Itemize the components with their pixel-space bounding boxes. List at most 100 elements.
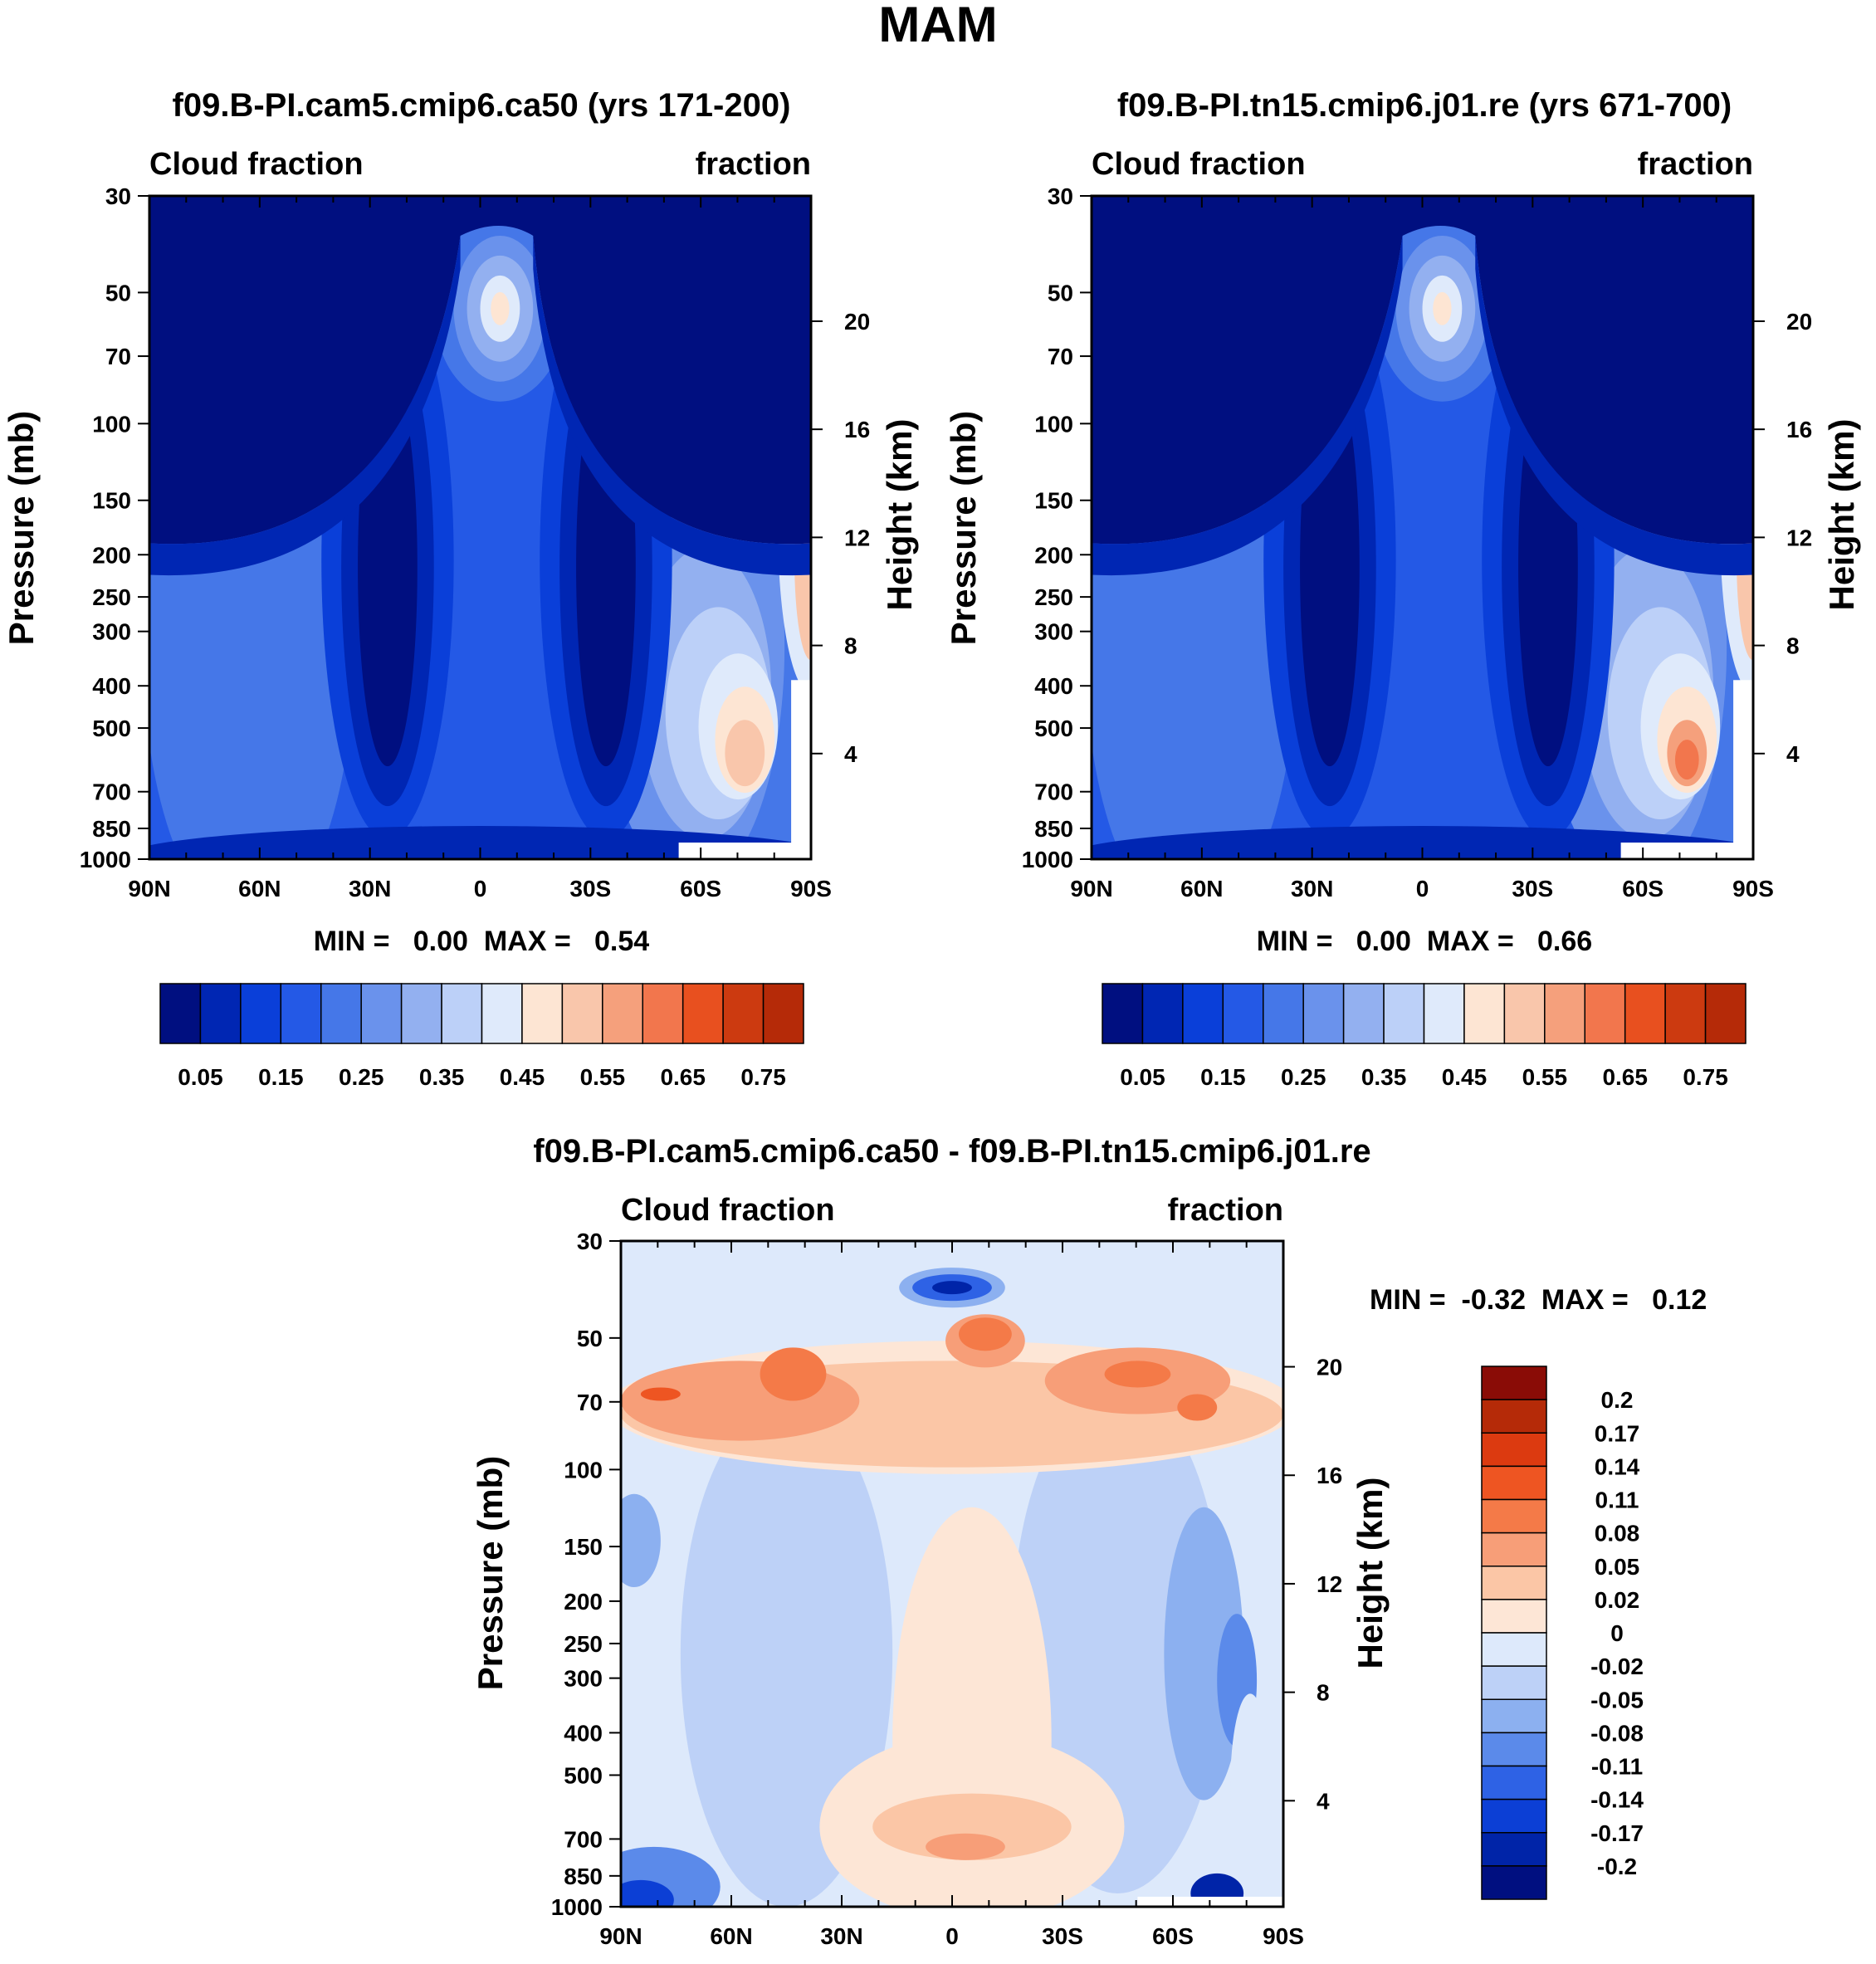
height-tick-label: 16 [1786,417,1812,442]
height-tick-label: 16 [1317,1463,1342,1488]
panel-b-ylabel-right: Height (km) [1822,419,1861,611]
contour-band [621,1493,661,1588]
colorbar-swatch [1481,1566,1547,1600]
height-tick-label: 16 [844,417,870,442]
contour-band [680,1400,893,1907]
colorbar-swatch [762,983,804,1044]
colorbar-swatch [1302,983,1345,1044]
colorbar-swatch [1222,983,1264,1044]
colorbar-label: 0 [1610,1620,1624,1646]
height-tick-label: 8 [844,633,857,659]
y-tick-label: 50 [1048,280,1073,305]
panel-c-right-label: fraction [1168,1193,1283,1228]
colorbar-label: 0.02 [1595,1587,1640,1613]
y-tick-label: 1000 [1022,847,1073,872]
x-tick-label: 0 [945,1923,959,1949]
figure-title: MAM [878,0,997,52]
colorbar-swatch [521,983,564,1044]
panel-b-axes: 90N 60N 30N 0 30S 60S 90S 30 50 70 100 150 200 250 300… [1022,183,1812,901]
colorbar-swatch [1481,1765,1547,1800]
y-tick-label: 850 [564,1864,603,1889]
panel-b-title: f09.B-PI.tn15.cmip6.j01.re (yrs 671-700) [1117,87,1732,124]
panel-c-axes: 90N 60N 30N 0 30S 60S 90S 30 50 70 100 150 200 250 300… [551,1229,1342,1949]
colorbar-swatch [682,983,724,1044]
contour-band [1092,826,1753,859]
x-tick-label: 30S [569,876,611,901]
colorbar-label: 0.55 [580,1064,626,1090]
y-tick-label: 300 [92,619,131,645]
colorbar-swatch [280,983,322,1044]
panel-a-contour-field [149,196,811,859]
colorbar-swatch [1481,1432,1547,1468]
panel-a-axes: 90N 60N 30N 0 30S 60S 90S 30 50 70 100 150 200 250 300… [80,183,870,901]
y-tick-label: 200 [564,1589,603,1615]
height-tick-label: 4 [1317,1788,1330,1814]
colorbar-swatch [1481,1366,1547,1400]
x-tick-label: 30S [1512,876,1553,901]
y-tick-label: 70 [105,344,131,369]
y-tick-label: 200 [1034,542,1073,568]
x-tick-label: 90N [1070,876,1112,901]
panel-b-ylabel: Pressure (mb) [944,411,983,645]
x-tick-label: 90N [128,876,170,901]
panel-a-stats: MIN = 0.00 MAX = 0.54 [314,926,649,957]
x-tick-label: 0 [1416,876,1429,901]
y-tick-label: 50 [105,280,131,305]
y-tick-label: 700 [1034,779,1073,805]
colorbar-swatch [1342,983,1385,1044]
y-tick-label: 500 [1034,716,1073,741]
colorbar-swatch [1503,983,1546,1044]
panel-b-colorbar: 0.05 0.15 0.25 0.35 0.45 0.55 0.65 0.75 [1102,983,1747,1090]
colorbar-swatch [1481,1665,1547,1700]
colorbar-swatch [642,983,684,1044]
colorbar-label: 0.65 [1602,1064,1648,1090]
colorbar-label: -0.2 [1597,1854,1637,1879]
y-tick-label: 150 [92,488,131,514]
y-tick-label: 100 [92,411,131,437]
topography-mask [1620,843,1753,859]
colorbar-label: 0.14 [1595,1453,1640,1479]
height-tick-label: 12 [1317,1571,1342,1597]
contour-band [932,1281,972,1295]
height-tick-label: 12 [1786,525,1812,550]
y-tick-label: 1000 [551,1894,603,1920]
contour-band [1230,1693,1271,1880]
contour-band [1674,740,1699,780]
x-tick-label: 30N [1291,876,1333,901]
colorbar-swatch [1481,1498,1547,1534]
contour-band [149,826,811,859]
x-tick-label: 30N [349,876,391,901]
contour-band [760,1347,827,1401]
colorbar-swatch [1481,1832,1547,1867]
y-tick-label: 50 [577,1326,603,1351]
colorbar-label: 0.65 [660,1064,706,1090]
panel-a-colorbar: 0.05 0.15 0.25 0.35 0.45 0.55 0.65 0.75 [159,983,804,1090]
y-tick-label: 150 [564,1534,603,1560]
contour-band [640,1387,681,1401]
contour-band [1104,1361,1171,1388]
y-tick-label: 400 [1034,673,1073,699]
colorbar-swatch [1481,1599,1547,1634]
panel-c-colorbar: 0.2 0.17 0.14 0.11 0.08 0.05 0.02 0 -0.02 -0.05 -0… [1481,1366,1644,1900]
x-tick-label: 60S [1152,1923,1194,1949]
x-tick-label: 60N [710,1923,752,1949]
y-tick-label: 300 [1034,619,1073,645]
colorbar-swatch [1263,983,1304,1044]
y-tick-label: 250 [92,584,131,610]
panel-c-ylabel: Pressure (mb) [471,1456,510,1690]
colorbar-swatch [320,983,362,1044]
colorbar-swatch [1544,983,1585,1044]
colorbar-label: 0.35 [1361,1064,1407,1090]
colorbar-label: 0.05 [1120,1064,1165,1090]
colorbar-label: 0.08 [1595,1521,1640,1546]
panel-a-ylabel: Pressure (mb) [2,411,41,645]
colorbar-label: -0.14 [1590,1787,1644,1813]
contour-band [926,1833,1005,1860]
colorbar-label: 0.55 [1522,1064,1568,1090]
y-tick-label: 400 [92,673,131,699]
x-tick-label: 90S [1263,1923,1304,1949]
height-tick-label: 12 [844,525,870,550]
panel-a-ylabel-right: Height (km) [880,419,919,611]
height-tick-label: 20 [1786,309,1812,335]
